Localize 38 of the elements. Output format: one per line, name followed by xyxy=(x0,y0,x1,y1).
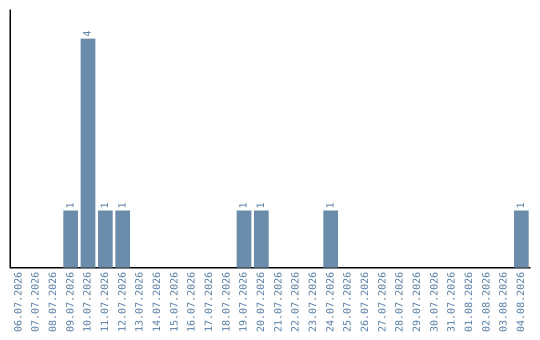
data-label: 1 xyxy=(117,202,128,209)
data-label: 4 xyxy=(82,30,94,37)
x-tick-label: 31.07.2026 xyxy=(446,272,458,332)
x-tick-label: 03.08.2026 xyxy=(498,272,510,332)
x-tick-label: 08.07.2026 xyxy=(48,272,59,332)
x-tick-label: 02.08.2026 xyxy=(481,272,492,332)
data-label: 1 xyxy=(100,202,111,209)
x-tick-label: 23.07.2026 xyxy=(308,272,319,332)
x-tick-label: 18.07.2026 xyxy=(221,272,232,332)
x-tick-label: 15.07.2026 xyxy=(169,272,180,332)
x-tick-label: 29.07.2026 xyxy=(412,272,423,332)
x-tick-label: 06.07.2026 xyxy=(13,272,24,332)
x-tick-label: 22.07.2026 xyxy=(290,272,302,332)
x-tick-label: 10.07.2026 xyxy=(82,272,94,332)
x-tick-label: 30.07.2026 xyxy=(429,272,440,332)
data-label: 1 xyxy=(65,202,76,209)
x-tick-label: 09.07.2026 xyxy=(65,272,76,332)
x-tick-label: 25.07.2026 xyxy=(342,272,354,332)
data-label: 1 xyxy=(325,202,336,209)
x-tick-label: 13.07.2026 xyxy=(134,272,146,332)
data-label: 1 xyxy=(256,202,267,209)
x-tick-label: 01.08.2026 xyxy=(464,272,475,332)
data-label: 1 xyxy=(516,202,527,209)
x-tick-label: 27.07.2026 xyxy=(377,272,388,332)
x-tick-label: 20.07.2026 xyxy=(256,272,267,332)
data-label: 1 xyxy=(238,202,250,209)
x-tick-label: 16.07.2026 xyxy=(186,272,198,332)
x-tick-label: 14.07.2026 xyxy=(152,272,163,332)
x-tick-label: 28.07.2026 xyxy=(394,272,406,332)
x-tick-label: 07.07.2026 xyxy=(30,272,42,332)
x-tick-label: 11.07.2026 xyxy=(100,272,111,332)
x-tick-label: 24.07.2026 xyxy=(325,272,336,332)
x-tick-label: 21.07.2026 xyxy=(273,272,284,332)
x-tick-label: 17.07.2026 xyxy=(204,272,215,332)
x-tick-label: 12.07.2026 xyxy=(117,272,128,332)
x-tick-label: 04.08.2026 xyxy=(516,272,527,332)
x-tick-label: 19.07.2026 xyxy=(238,272,250,332)
x-tick-label: 26.07.2026 xyxy=(360,272,371,332)
